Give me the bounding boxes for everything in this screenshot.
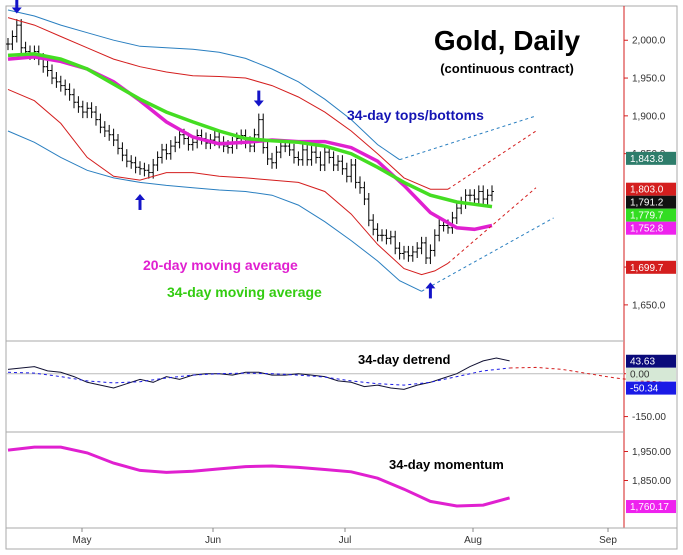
turning-point-arrows (11, 0, 436, 299)
annotation-34day-ma: 34-day moving average (167, 284, 322, 300)
value-tag-label: 1,843.8 (630, 154, 664, 165)
y-tick-label: 2,000.0 (632, 36, 666, 47)
series-line-detrend-projection (509, 366, 669, 383)
value-tags: 1,843.8 1,803.0 1,791.2 1,779.7 1,752.8 1,699… (626, 151, 676, 514)
series-line-outer-upper-band (7, 9, 400, 161)
series-line-detrend-cycle (7, 367, 510, 386)
series-line-momentum (7, 445, 510, 508)
series-line-outer-lower-band (7, 130, 422, 292)
price-lines (7, 9, 554, 292)
series-line-lower-envelope-34-day-ma- (7, 88, 449, 276)
x-tick-label: Aug (464, 535, 482, 546)
detrend-panel (6, 357, 669, 390)
y-tick-label: 1,900.0 (632, 111, 666, 122)
value-tag (626, 182, 676, 196)
annotation-20day-ma: 20-day moving average (143, 257, 298, 273)
top-arrow-head-icon (11, 7, 22, 14)
x-tick-label: Sep (599, 535, 617, 546)
value-tag (626, 500, 676, 514)
value-tag-label: 0.00 (630, 370, 650, 381)
value-tag (626, 221, 676, 235)
value-tag-label: 1,699.7 (630, 263, 664, 274)
value-tag (626, 195, 676, 209)
value-tag (626, 151, 676, 165)
detrend-label: 34-day detrend (358, 352, 451, 367)
value-tag-label: 1,760.17 (630, 502, 669, 513)
top-arrow-head-icon (253, 100, 264, 107)
y-tick-label: 1,650.0 (632, 300, 666, 311)
value-tag-label: 1,791.2 (630, 198, 664, 209)
y-tick-label: 1,950.00 (632, 447, 671, 458)
y-tick-label: 1,850.00 (632, 476, 671, 487)
x-tick-label: Jul (339, 535, 352, 546)
series-line-projection-lower-red- (447, 187, 537, 264)
momentum-label: 34-day momentum (389, 457, 504, 472)
x-axis-ticks: May Jun Jul Aug Sep (73, 528, 617, 546)
series-line-projection-lower-blue- (421, 217, 554, 292)
value-tag-label: 1,779.7 (630, 211, 664, 222)
y-tick-label: -150.00 (632, 412, 666, 423)
value-tag (626, 208, 676, 222)
chart-title: Gold, Daily (434, 25, 581, 56)
momentum-panel (7, 445, 510, 508)
bottom-arrow-head-icon (135, 193, 145, 200)
series-line-upper-envelope-34-day-ma- (7, 17, 448, 190)
value-tag (626, 381, 676, 395)
value-tag-label: 1,803.0 (630, 185, 664, 196)
value-tag-label: 43.63 (630, 357, 655, 368)
x-tick-label: Jun (205, 535, 221, 546)
value-tag-label: 1,752.8 (630, 224, 664, 235)
annotation-tops-bottoms: 34-day tops/bottoms (347, 107, 484, 123)
y-tick-label: 1,950.0 (632, 74, 666, 85)
chart-subtitle: (continuous contract) (440, 61, 574, 76)
series-line-34-day-detrend (7, 357, 510, 390)
value-tag (626, 367, 676, 381)
value-tag-label: -50.34 (630, 384, 659, 395)
value-tag (626, 260, 676, 274)
outer-frame (5, 5, 678, 550)
bottom-arrow-head-icon (425, 282, 436, 289)
x-tick-label: May (73, 535, 92, 546)
value-tag (626, 354, 676, 368)
series-line-34-day-moving-average (7, 52, 493, 209)
